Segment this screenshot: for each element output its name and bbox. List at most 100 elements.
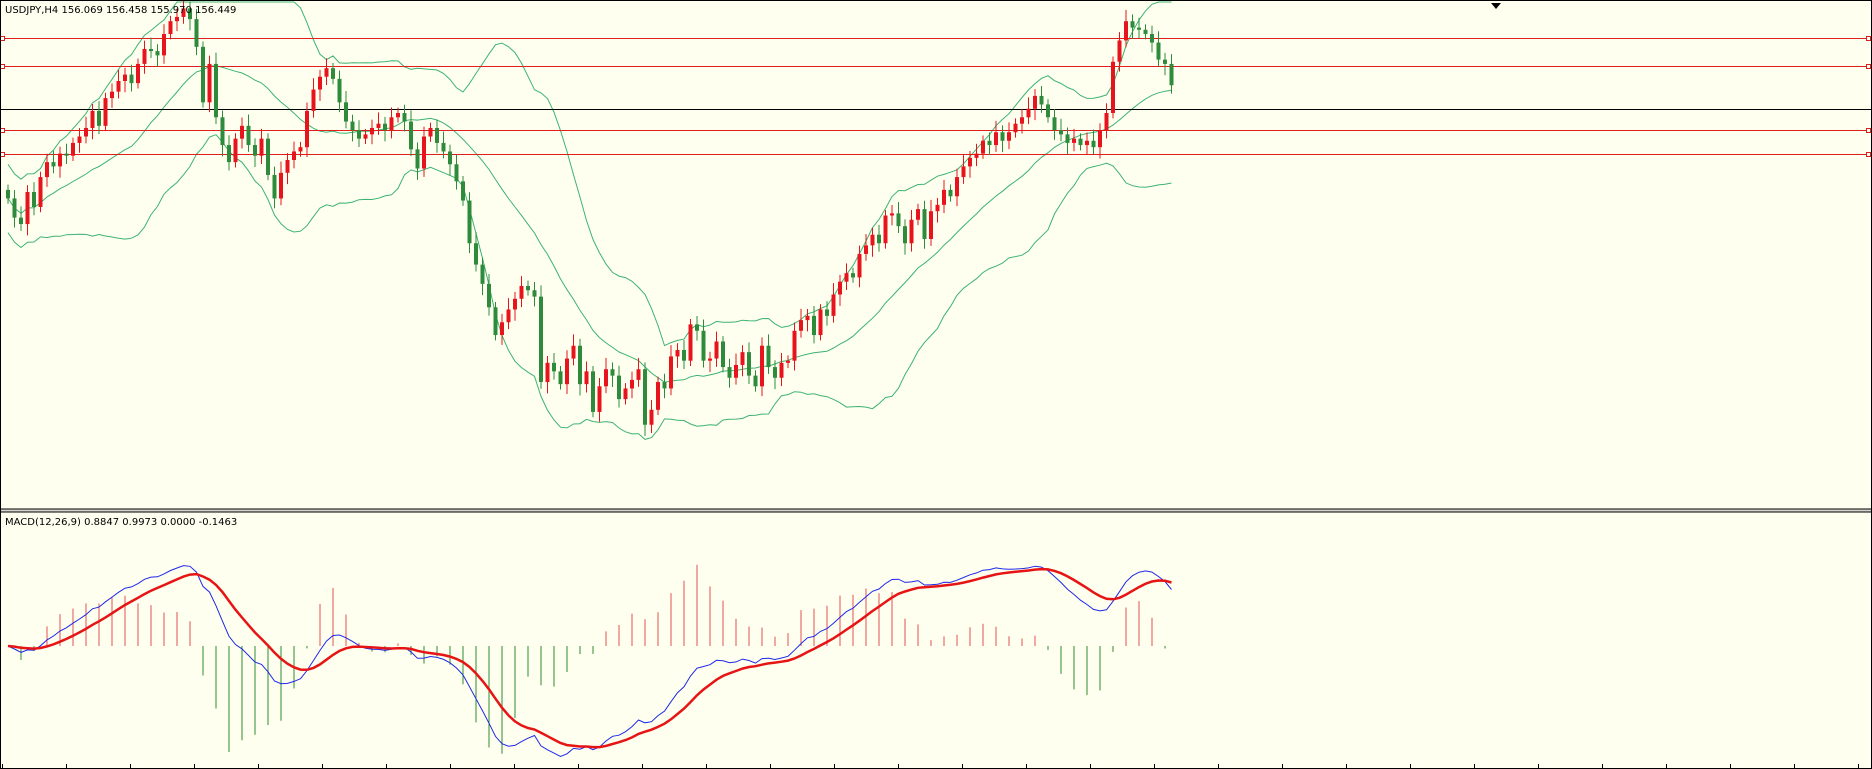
candle-body — [701, 330, 706, 361]
candle — [64, 143, 69, 165]
candle-body — [194, 19, 199, 47]
candle — [1000, 125, 1005, 153]
candle — [103, 92, 108, 132]
level-handle-right-1 — [1866, 64, 1871, 69]
candle-body — [285, 159, 290, 173]
candle-body — [389, 117, 394, 131]
candle-body — [636, 369, 641, 380]
candle — [240, 117, 244, 149]
candle-body — [799, 320, 803, 331]
candle — [1072, 128, 1076, 152]
candle-body — [883, 215, 888, 244]
candle — [682, 340, 686, 370]
candle-body — [461, 181, 465, 201]
candle — [84, 116, 88, 144]
candle-body — [1065, 134, 1070, 143]
candle-body — [1013, 123, 1018, 133]
candle-body — [103, 98, 108, 126]
candle-body — [266, 138, 270, 175]
candle — [779, 352, 784, 387]
candle — [883, 210, 888, 249]
pane-separator[interactable] — [0, 509, 1872, 512]
candle — [32, 182, 36, 216]
candle — [870, 227, 875, 257]
candle-body — [656, 382, 660, 410]
level-handle-left-1 — [0, 64, 5, 69]
candle-body — [1169, 63, 1174, 86]
candle — [142, 40, 147, 74]
candle — [1098, 123, 1102, 159]
candle-body — [415, 149, 420, 169]
candle — [721, 336, 725, 373]
candle-body — [981, 140, 985, 154]
candle-body — [32, 192, 36, 207]
candle-body — [760, 345, 764, 387]
candle-body — [240, 125, 244, 139]
candle-body — [890, 213, 894, 216]
candle-body — [246, 125, 251, 146]
candle — [838, 274, 842, 306]
candle-body — [259, 138, 264, 156]
candle — [233, 133, 238, 168]
candle-body — [97, 110, 101, 126]
candle — [487, 274, 491, 316]
candle — [935, 197, 940, 223]
candle — [1156, 31, 1161, 67]
candle — [896, 202, 901, 234]
candle — [363, 129, 368, 144]
candle — [337, 70, 342, 113]
candle — [331, 62, 335, 85]
candle — [123, 67, 127, 93]
candle-body — [1072, 138, 1076, 143]
candle — [194, 9, 199, 56]
candle — [298, 141, 303, 157]
candle — [396, 107, 400, 123]
candle — [662, 373, 667, 399]
shift-marker-icon[interactable] — [1491, 3, 1501, 9]
candle — [753, 370, 758, 392]
candle-body — [311, 89, 316, 111]
candle-body — [480, 264, 485, 284]
candle — [350, 114, 355, 142]
candle — [929, 199, 933, 246]
candle — [675, 343, 680, 368]
candle-body — [721, 341, 725, 368]
candle-body — [779, 362, 784, 378]
candle-body — [201, 46, 205, 103]
candle — [188, 1, 192, 31]
candle-body — [818, 309, 823, 336]
candle — [591, 366, 595, 418]
macd-pane[interactable]: MACD(12,26,9) 0.8847 0.9973 0.0000 -0.14… — [5, 517, 1172, 758]
candle — [259, 128, 264, 165]
candle — [422, 126, 426, 177]
candle-body — [162, 34, 166, 56]
candle-body — [298, 147, 303, 152]
candle-body — [662, 382, 667, 389]
candle-body — [84, 127, 88, 137]
candle — [714, 331, 719, 367]
candle — [747, 342, 751, 384]
candle — [428, 122, 433, 142]
price-pane[interactable]: USDJPY,H4 156.069 156.458 155.970 156.44… — [0, 0, 1872, 440]
candle — [1065, 127, 1070, 155]
candle-body — [519, 285, 524, 299]
candle-body — [363, 134, 368, 139]
candle-body — [565, 358, 569, 385]
candle-body — [305, 110, 309, 148]
candle — [1137, 17, 1141, 39]
candle-body — [740, 352, 745, 365]
candle-body — [558, 371, 563, 385]
candle-body — [129, 74, 134, 84]
candle — [318, 69, 322, 101]
candle — [207, 55, 212, 113]
candle — [6, 184, 10, 204]
candle — [181, 0, 186, 24]
candle-body — [331, 68, 335, 79]
candle-body — [493, 307, 498, 336]
candle-body — [500, 322, 504, 336]
candle — [344, 91, 348, 129]
candle — [851, 267, 855, 283]
candle-body — [1156, 42, 1161, 60]
candle-body — [916, 209, 920, 220]
